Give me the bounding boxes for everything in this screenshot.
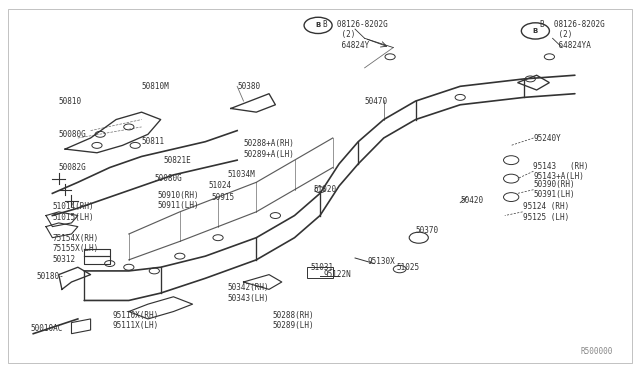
Text: 50470: 50470 bbox=[365, 97, 388, 106]
Text: 50080G: 50080G bbox=[154, 174, 182, 183]
Text: 50420: 50420 bbox=[460, 196, 483, 205]
Text: 51034M: 51034M bbox=[228, 170, 255, 179]
Text: 50910(RH)
50911(LH): 50910(RH) 50911(LH) bbox=[157, 191, 199, 211]
Text: 50080G: 50080G bbox=[59, 130, 86, 139]
Text: 95110X(RH)
95111X(LH): 95110X(RH) 95111X(LH) bbox=[113, 311, 159, 330]
Text: R500000: R500000 bbox=[580, 347, 613, 356]
Text: B  08126-8202G
    (2)
    64824Y: B 08126-8202G (2) 64824Y bbox=[323, 20, 388, 49]
Text: 50082G: 50082G bbox=[59, 163, 86, 172]
Text: 51025: 51025 bbox=[396, 263, 420, 272]
Text: 50180-: 50180- bbox=[36, 272, 64, 281]
Text: B: B bbox=[532, 28, 538, 34]
Text: 50810: 50810 bbox=[59, 97, 82, 106]
Text: 50380: 50380 bbox=[237, 82, 260, 91]
Text: 50288+A(RH)
50289+A(LH): 50288+A(RH) 50289+A(LH) bbox=[244, 140, 294, 159]
Text: 51031: 51031 bbox=[310, 263, 333, 272]
Text: 75154X(RH)
75155X(LH)
50312: 75154X(RH) 75155X(LH) 50312 bbox=[52, 234, 99, 264]
Text: 50811: 50811 bbox=[141, 137, 164, 146]
Circle shape bbox=[304, 17, 332, 33]
Text: 95240Y: 95240Y bbox=[534, 134, 561, 142]
Text: 95122N: 95122N bbox=[323, 270, 351, 279]
Text: 50915: 50915 bbox=[212, 193, 235, 202]
Text: 95143   (RH)
95143+A(LH): 95143 (RH) 95143+A(LH) bbox=[534, 161, 589, 181]
Text: B  08126-8202G
    (2)
    64824YA: B 08126-8202G (2) 64824YA bbox=[540, 20, 605, 49]
Text: B: B bbox=[316, 22, 321, 28]
Text: 50370: 50370 bbox=[415, 226, 438, 235]
Text: 50821E: 50821E bbox=[164, 155, 191, 165]
Text: 50390(RH)
50391(LH): 50390(RH) 50391(LH) bbox=[534, 180, 575, 199]
Text: 50288(RH)
50289(LH): 50288(RH) 50289(LH) bbox=[272, 311, 314, 330]
Text: 50010AC: 50010AC bbox=[30, 324, 63, 333]
Text: 50342(RH)
50343(LH): 50342(RH) 50343(LH) bbox=[228, 283, 269, 303]
Text: 95130X: 95130X bbox=[368, 257, 396, 266]
Text: 51014(RH)
51015(LH): 51014(RH) 51015(LH) bbox=[52, 202, 94, 222]
Text: 95124 (RH)
95125 (LH): 95124 (RH) 95125 (LH) bbox=[523, 202, 569, 222]
Text: 51020: 51020 bbox=[314, 185, 337, 194]
Circle shape bbox=[522, 23, 549, 39]
Text: 50810M: 50810M bbox=[141, 82, 170, 91]
Text: 51024: 51024 bbox=[209, 182, 232, 190]
